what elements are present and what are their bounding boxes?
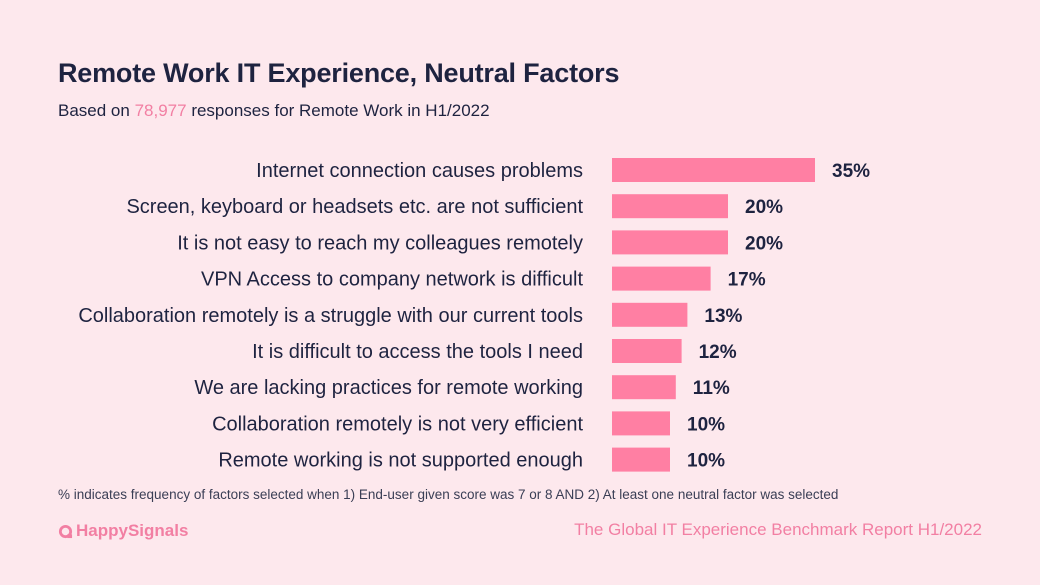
category-label: VPN Access to company network is difficu… bbox=[201, 269, 583, 291]
bar bbox=[612, 158, 815, 182]
data-label: 20% bbox=[745, 233, 783, 254]
category-label: Collaboration remotely is not very effic… bbox=[212, 413, 583, 435]
brand-name: HappySignals bbox=[76, 521, 189, 540]
bar bbox=[612, 266, 711, 291]
subtitle-prefix: Based on bbox=[58, 101, 130, 120]
response-count: 78,977 bbox=[134, 101, 187, 120]
category-label: Collaboration remotely is a struggle wit… bbox=[78, 305, 583, 327]
bar bbox=[612, 375, 676, 400]
data-label: 12% bbox=[699, 342, 737, 363]
category-label: We are lacking practices for remote work… bbox=[194, 377, 583, 399]
report-title: The Global IT Experience Benchmark Repor… bbox=[574, 520, 982, 539]
brand-logo: HappySignals bbox=[58, 521, 188, 541]
category-label: It is not easy to reach my colleagues re… bbox=[177, 232, 583, 254]
category-label: Internet connection causes problems bbox=[256, 160, 583, 182]
data-label: 35% bbox=[832, 161, 870, 182]
category-label: Remote working is not supported enough bbox=[218, 450, 583, 472]
subtitle-suffix: responses for Remote Work in H1/2022 bbox=[191, 101, 490, 120]
bar bbox=[612, 447, 670, 472]
category-label: Screen, keyboard or headsets etc. are no… bbox=[126, 196, 583, 218]
chart-subtitle: Based on 78,977 responses for Remote Wor… bbox=[58, 101, 490, 121]
data-label: 10% bbox=[687, 451, 725, 472]
happysignals-logo-icon bbox=[58, 524, 73, 538]
data-label: 11% bbox=[693, 378, 730, 399]
bar bbox=[612, 411, 670, 436]
category-label: It is difficult to access the tools I ne… bbox=[252, 341, 583, 363]
data-label: 13% bbox=[704, 306, 742, 327]
bar bbox=[612, 230, 728, 255]
bar bbox=[612, 194, 728, 219]
bar bbox=[612, 339, 682, 363]
data-label: 10% bbox=[687, 414, 725, 435]
chart-footnote: % indicates frequency of factors selecte… bbox=[58, 487, 839, 502]
chart-title: Remote Work IT Experience, Neutral Facto… bbox=[58, 58, 620, 88]
bar bbox=[612, 302, 688, 327]
data-label: 17% bbox=[728, 270, 766, 291]
data-label: 20% bbox=[745, 197, 783, 218]
